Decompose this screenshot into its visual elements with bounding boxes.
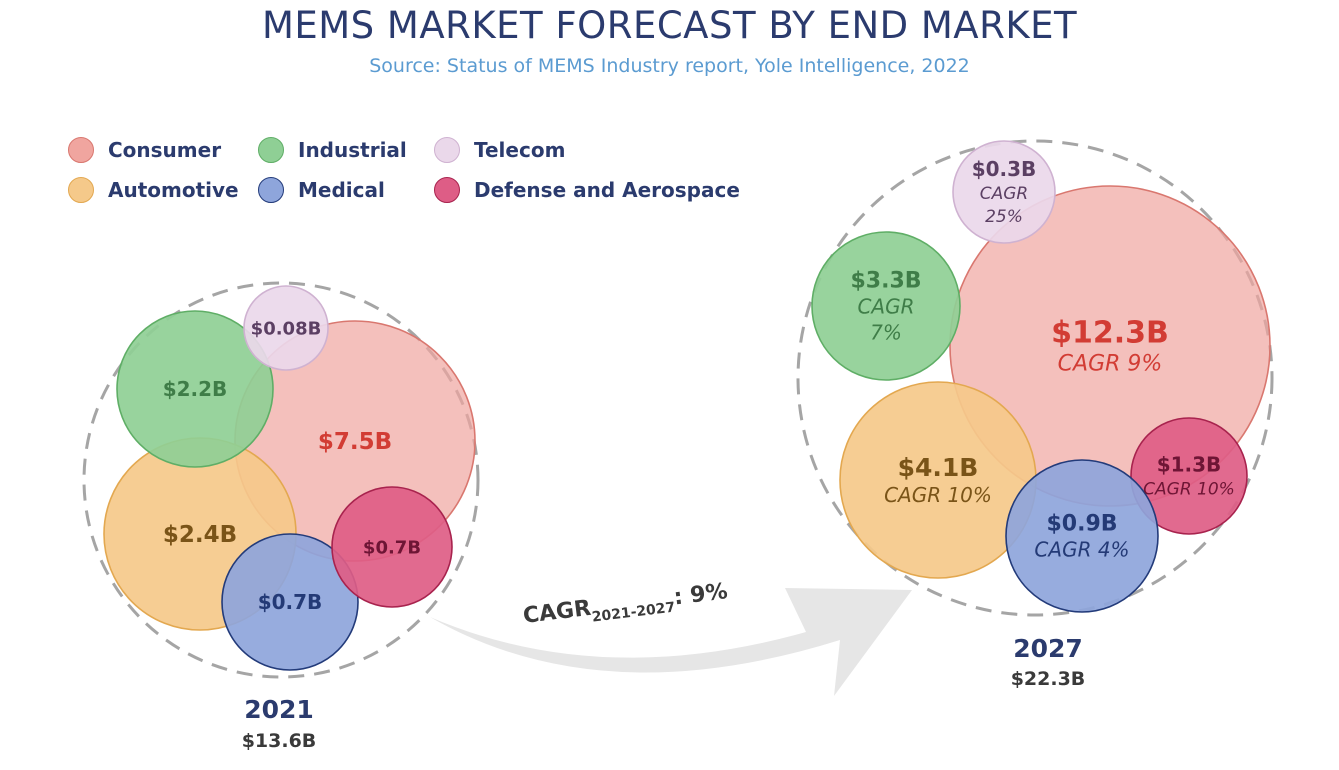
value-label-automotive-2027: $4.1B <box>898 453 979 482</box>
legend-label-medical: Medical <box>298 178 385 202</box>
bubble-telecom-2021 <box>243 285 329 371</box>
cagr-label-telecom-2027-1: CAGR <box>980 184 1029 204</box>
value-label-medical-2021: $0.7B <box>258 590 323 614</box>
total-label-2021: $13.6B <box>242 730 317 752</box>
bubble-telecom-2027 <box>952 140 1056 244</box>
chart-subtitle: Source: Status of MEMS Industry report, … <box>369 55 970 77</box>
growth-cagr-value: : 9% <box>672 579 728 610</box>
cagr-label-industrial-2027-2: 7% <box>870 321 902 345</box>
legend-item-telecom: Telecom <box>434 135 565 165</box>
value-label-medical-2027: $0.9B <box>1046 512 1117 537</box>
value-label-industrial-2021: $2.2B <box>163 377 228 401</box>
group-outline-2027 <box>796 139 1274 617</box>
chart-title: MEMS MARKET FORECAST BY END MARKET <box>261 4 1078 47</box>
legend-item-consumer: Consumer <box>68 135 221 165</box>
value-label-consumer-2021: $7.5B <box>318 429 392 455</box>
value-label-defense-and-aerospace-2021: $0.7B <box>363 537 421 558</box>
year-label-2021: 2021 <box>244 695 314 724</box>
legend-label-telecom: Telecom <box>474 138 566 162</box>
legend-item-defense-and-aerospace: Defense and Aerospace <box>434 175 740 205</box>
legend-item-medical: Medical <box>258 175 385 205</box>
year-label-2027: 2027 <box>1013 634 1083 663</box>
bubble-defense-and-aerospace-2021 <box>331 486 453 608</box>
growth-arrow <box>430 588 912 696</box>
growth-cagr-prefix: CAGR <box>522 596 593 629</box>
cagr-label-automotive-2027: CAGR 10% <box>884 483 992 507</box>
legend-swatch-medical <box>258 177 284 203</box>
cagr-label-defense-and-aerospace-2027: CAGR 10% <box>1143 480 1235 500</box>
group-outline-2021 <box>82 281 480 679</box>
legend-item-automotive: Automotive <box>68 175 239 205</box>
cagr-label-industrial-2027-1: CAGR <box>857 295 914 319</box>
bubble-medical-2027 <box>1005 459 1159 613</box>
growth-cagr-period: 2021-2027 <box>591 600 676 626</box>
bubble-group-2021: $7.5B $2.4B $2.2B $0.7B $0.7B $0.08B 2021 $13.6… <box>82 281 480 752</box>
growth-cagr-label: CAGR2021-2027: 9% <box>522 579 730 634</box>
value-label-telecom-2021: $0.08B <box>251 318 322 339</box>
value-label-defense-and-aerospace-2027: $1.3B <box>1157 453 1222 477</box>
legend-swatch-automotive <box>68 177 94 203</box>
value-label-industrial-2027: $3.3B <box>850 269 921 294</box>
bubble-industrial-2021 <box>116 310 274 468</box>
value-label-consumer-2027: $12.3B <box>1051 316 1169 351</box>
value-label-automotive-2021: $2.4B <box>163 522 237 548</box>
bubble-medical-2021 <box>221 533 359 671</box>
cagr-label-medical-2027: CAGR 4% <box>1034 538 1129 562</box>
total-label-2027: $22.3B <box>1011 668 1086 690</box>
legend-swatch-industrial <box>258 137 284 163</box>
legend-label-consumer: Consumer <box>108 138 222 162</box>
cagr-label-consumer-2027: CAGR 9% <box>1058 352 1163 377</box>
legend-swatch-defense-and-aerospace <box>434 177 460 203</box>
cagr-label-telecom-2027-2: 25% <box>985 207 1023 227</box>
legend-label-automotive: Automotive <box>108 178 239 202</box>
legend-label-defense-and-aerospace: Defense and Aerospace <box>474 178 740 202</box>
value-label-telecom-2027: $0.3B <box>972 157 1037 181</box>
legend-item-industrial: Industrial <box>258 135 407 165</box>
bubble-defense-and-aerospace-2027 <box>1130 417 1248 535</box>
bubble-industrial-2027 <box>811 231 961 381</box>
legend-label-industrial: Industrial <box>298 138 407 162</box>
legend-swatch-telecom <box>434 137 460 163</box>
legend-swatch-consumer <box>68 137 94 163</box>
